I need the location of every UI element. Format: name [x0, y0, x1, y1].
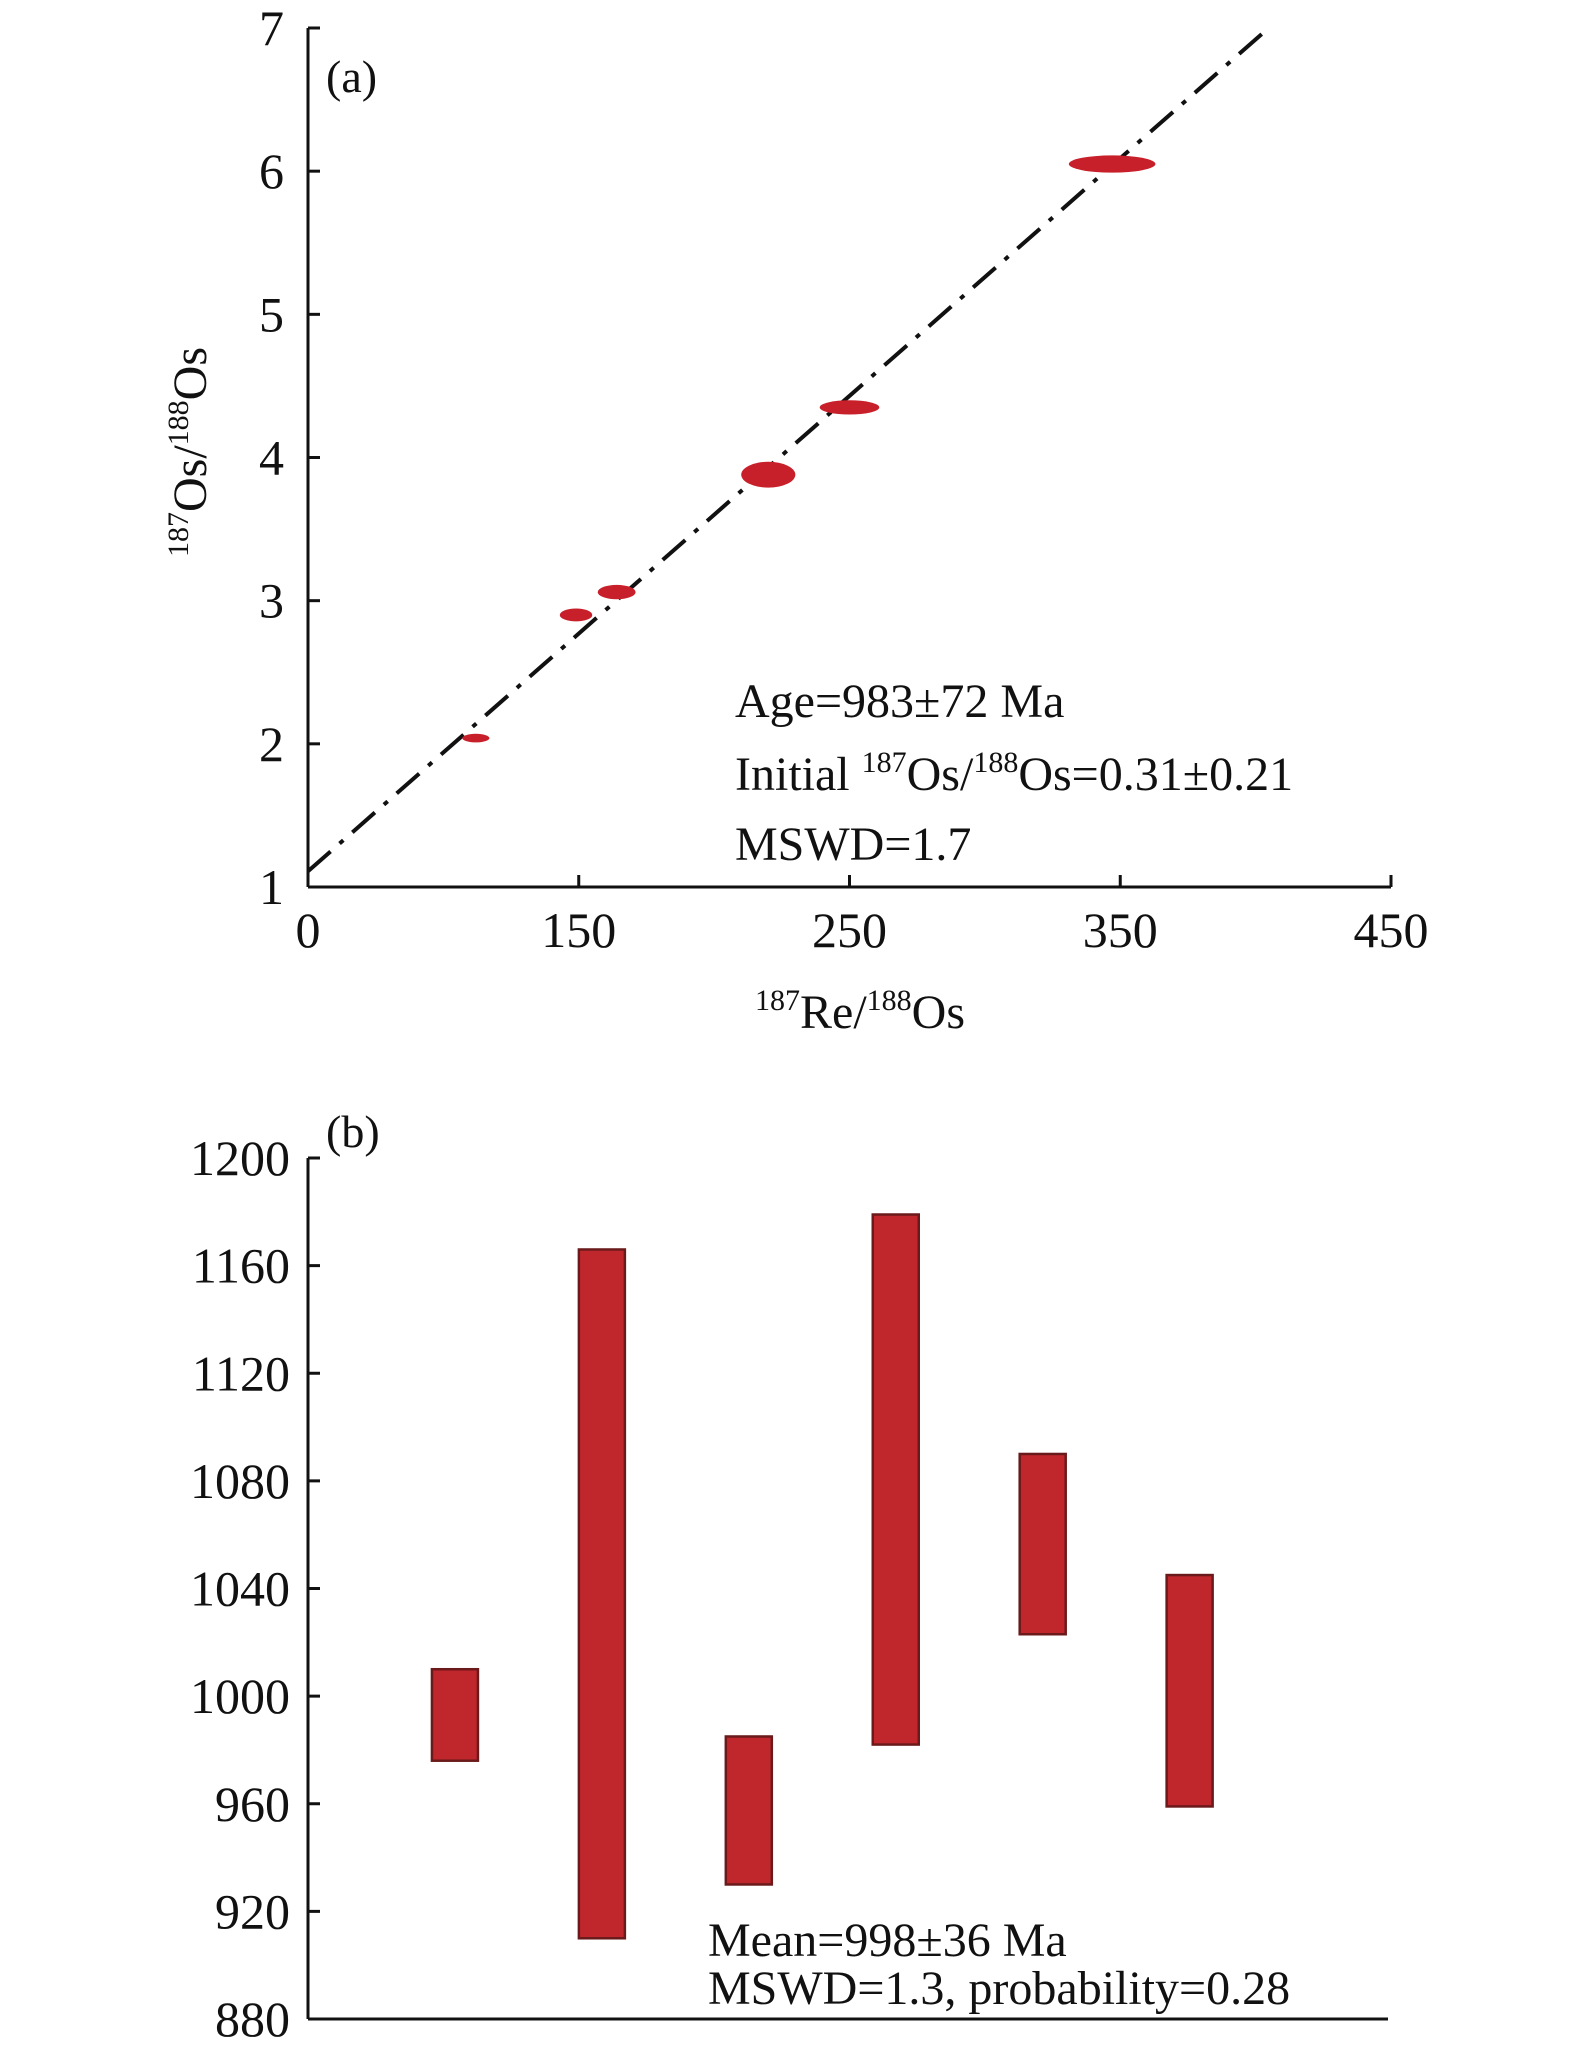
panel-a-y-axis-title: 187Os/188Os [162, 347, 217, 557]
panel-a-x-tick-label: 250 [812, 902, 887, 958]
panel-a-y-tick-label: 1 [259, 859, 284, 915]
panel-b-y-tick-label: 1040 [190, 1561, 290, 1617]
panel-b-y-tick-label: 880 [215, 1991, 290, 2047]
panel-b-mswd-annotation: MSWD=1.3, probability=0.28 [708, 1962, 1290, 2015]
panel-a-x-tick-label: 150 [541, 902, 616, 958]
panel-b-y-tick-label: 920 [215, 1883, 290, 1939]
panel-a-data-ellipse [462, 733, 490, 743]
panel-b-age-bar [871, 1213, 921, 1746]
panel-a-y-tick-label: 4 [259, 430, 284, 486]
y-title-sup2: 188 [162, 400, 195, 445]
panel-a-x-axis-title: 187Re/188Os [755, 984, 965, 1039]
panel-a-x-tick-label: 450 [1354, 902, 1429, 958]
panel-b-age-bars [430, 1213, 1214, 1940]
panel-a-x-tick-label: 0 [296, 902, 321, 958]
panel-b-age-bar [724, 1735, 774, 1886]
panel-b-y-tick-label: 1120 [192, 1345, 290, 1401]
panel-b-y-ticks: 880 920 960 1000 1040 1080 1120 1160 1200 [190, 1130, 320, 2047]
panel-a-x-ticks: 0 150 250 350 450 [296, 875, 1429, 958]
initial-sup1: 187 [862, 746, 907, 779]
y-title-sup1: 187 [162, 512, 195, 557]
panel-a-data-ellipse [1068, 155, 1156, 173]
panel-a-x-tick-label: 350 [1083, 902, 1158, 958]
panel-b-age-bar [430, 1667, 480, 1762]
x-title-sup1: 187 [755, 984, 800, 1017]
panel-a-y-tick-label: 2 [259, 716, 284, 772]
initial-suffix: Os=0.31±0.21 [1018, 748, 1293, 801]
panel-a-data-points [462, 155, 1156, 743]
panel-a-data-ellipse [597, 584, 636, 600]
x-title-main1: Re/ [800, 986, 867, 1039]
panel-a-y-tick-label: 5 [259, 286, 284, 342]
panel-b-mean-annotation: Mean=998±36 Ma [708, 1914, 1067, 1967]
panel-b-y-tick-label: 1200 [190, 1130, 290, 1186]
initial-mid: Os/ [907, 748, 974, 801]
panel-a-y-tick-label: 6 [259, 143, 284, 199]
panel-a-data-ellipse [741, 461, 796, 488]
panel-a-initial-annotation: Initial 187Os/188Os=0.31±0.21 [735, 746, 1293, 801]
y-title-main2: Os [164, 347, 217, 400]
panel-a-regression-line [306, 30, 1266, 873]
panel-a-data-ellipse [819, 400, 880, 415]
panel-b: 880 920 960 1000 1040 1080 1120 1160 1200 (b) Me… [190, 1106, 1388, 2047]
panel-a-age-annotation: Age=983±72 Ma [735, 675, 1064, 728]
panel-a-y-tick-label: 7 [259, 0, 284, 56]
panel-b-y-tick-label: 1080 [190, 1453, 290, 1509]
y-title-main1: Os/ [164, 445, 217, 512]
panel-a-data-ellipse [559, 608, 593, 622]
panel-a-label: (a) [326, 51, 377, 102]
x-title-sup2: 188 [867, 984, 912, 1017]
panel-b-y-tick-label: 1160 [192, 1238, 290, 1294]
panel-b-y-tick-label: 960 [215, 1776, 290, 1832]
panel-b-y-tick-label: 1000 [190, 1668, 290, 1724]
initial-prefix: Initial [735, 748, 862, 801]
initial-sup2: 188 [973, 746, 1018, 779]
panel-b-age-bar [1165, 1573, 1214, 1808]
panel-a-mswd-annotation: MSWD=1.7 [735, 818, 971, 871]
panel-a-y-tick-label: 3 [259, 573, 284, 629]
panel-b-age-bar [1018, 1452, 1067, 1636]
panel-b-age-bar [577, 1248, 627, 1940]
panel-a-y-ticks: 1 2 3 4 5 6 7 [259, 0, 320, 915]
panel-b-label: (b) [326, 1106, 380, 1157]
x-title-main2: Os [912, 986, 965, 1039]
